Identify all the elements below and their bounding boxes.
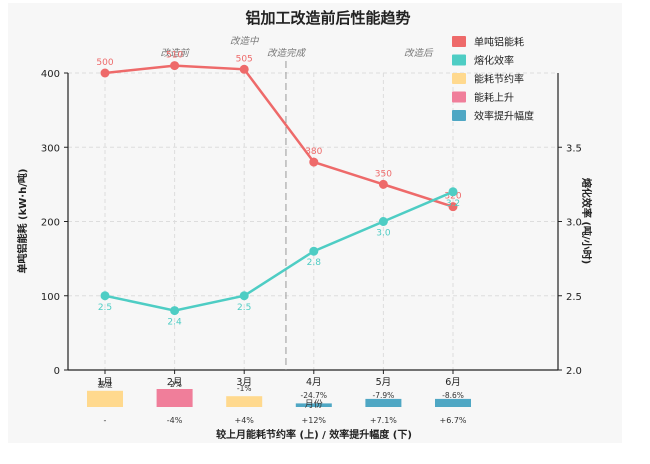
axes: 0 100 200 300 400 2.0 2.5 3.0 3.5 <box>41 69 582 377</box>
legend-label: 能耗上升 <box>474 91 514 104</box>
phase-label: 改造完成 <box>267 47 307 59</box>
saving-rate-label: -1% <box>237 384 252 393</box>
y-left-tick-label: 100 <box>41 292 60 303</box>
legend-swatch <box>452 73 466 84</box>
saving-rate-bar <box>435 398 471 407</box>
series-line-2 <box>104 190 454 312</box>
efficiency-change-label: +12% <box>302 416 327 425</box>
x-tick-label: 1月 <box>97 377 113 388</box>
y-left-tick-label: 300 <box>41 143 60 154</box>
x-tick-label: 4月 <box>306 377 322 388</box>
saving-rate-label: -8.6% <box>442 391 464 400</box>
phase-label: 改造前 <box>160 47 190 59</box>
series-point-2 <box>100 291 110 301</box>
phase-label: 改造中 <box>230 36 260 47</box>
saving-rate-label: -7.9% <box>373 391 395 400</box>
x-tick-label: 6月 <box>445 377 461 388</box>
series-point-1 <box>100 68 110 78</box>
y-left-tick-label: 0 <box>54 366 60 377</box>
saving-rate-label: -2% <box>167 380 182 389</box>
saving-rate-bar <box>365 398 402 407</box>
saving-rate-bar <box>156 389 193 407</box>
series-point-2 <box>378 217 388 226</box>
data-label-1: 510 <box>166 51 183 61</box>
efficiency-change-label: -4% <box>167 416 183 425</box>
y-right-tick-label: 2.0 <box>566 366 582 377</box>
legend-swatch <box>452 91 466 103</box>
y-left-tick-label: 200 <box>41 218 60 229</box>
series-line-1 <box>104 64 454 208</box>
data-label-2: 2.5 <box>98 303 112 313</box>
y-right-tick-label: 2.5 <box>566 292 582 303</box>
x-tick-label: 5月 <box>376 377 392 388</box>
saving-rate-bar <box>295 403 332 407</box>
saving-rate-bar <box>226 396 263 407</box>
series-point-2 <box>239 291 249 301</box>
series-point-2 <box>309 246 319 256</box>
series-layer: 500 510 505 380 350 320 2.5 2.4 2.5 2.8 3.0 3.2 <box>96 51 461 328</box>
legend-swatch <box>452 110 466 121</box>
data-label-1: 505 <box>236 54 253 64</box>
efficiency-change-label: +4% <box>234 416 254 425</box>
data-label-2: 3.0 <box>376 229 391 239</box>
saving-rate-bar <box>87 390 123 407</box>
legend-label: 单吨铝能耗 <box>474 36 524 49</box>
data-label-2: 2.5 <box>237 303 251 313</box>
data-label-1: 380 <box>305 147 322 157</box>
y-right-tick-label: 3.5 <box>566 143 582 154</box>
data-label-1: 320 <box>444 192 461 202</box>
data-label-2: 2.8 <box>307 258 322 268</box>
series-point-2 <box>170 306 180 316</box>
legend-label: 熔化效率 <box>474 54 514 67</box>
chart-title: 铝加工改造前后性能趋势 <box>245 9 410 27</box>
phase-label: 改造后 <box>404 48 434 59</box>
sub-chart-x-label: 较上月能耗节约率 (上) / 效率提升幅度 (下) <box>216 428 412 441</box>
series-point-1 <box>378 179 388 189</box>
data-label-2: 2.4 <box>167 318 182 328</box>
x-tick-label: 2月 <box>167 377 183 388</box>
y-left-tick-label: 400 <box>41 69 60 80</box>
y-right-tick-label: 3.0 <box>566 218 582 229</box>
legend-swatch <box>452 54 466 66</box>
y-axis-left-label: 单吨铝能耗 (kW·h/吨) <box>16 169 29 274</box>
sub-chart-overlap-label: 月份 <box>305 398 323 410</box>
series-point-1 <box>239 64 249 74</box>
legend-swatch <box>452 36 466 47</box>
efficiency-change-label: +7.1% <box>370 416 397 425</box>
series-point-1 <box>170 61 180 71</box>
legend-label: 效率提升幅度 <box>474 110 534 123</box>
series-point-2 <box>448 187 458 197</box>
series-point-1 <box>309 157 319 167</box>
x-tick-label: 3月 <box>236 377 252 388</box>
series-point-1 <box>448 202 458 212</box>
saving-rate-label: 基准 <box>98 379 113 389</box>
data-label-2: 3.2 <box>446 199 460 209</box>
saving-rate-label: -24.7% <box>301 391 328 400</box>
y-axis-right-label: 熔化效率 (吨/小时) <box>580 178 593 264</box>
efficiency-change-label: - <box>104 416 107 425</box>
data-label-1: 500 <box>96 58 113 68</box>
legend-label: 能耗节约率 <box>474 73 524 86</box>
efficiency-change-label: +6.7% <box>439 416 466 425</box>
data-label-1: 350 <box>375 169 392 179</box>
